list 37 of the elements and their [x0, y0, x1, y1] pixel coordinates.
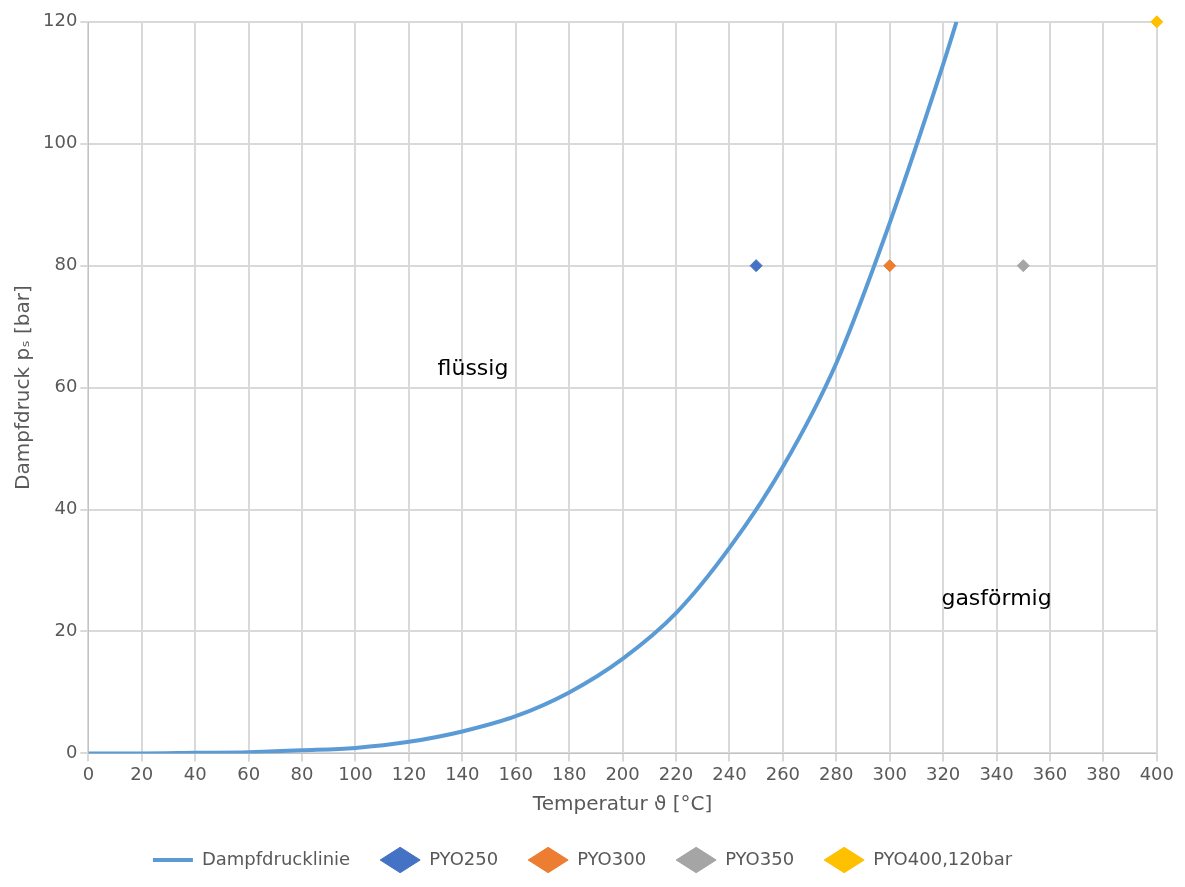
x-tick-label: 160	[498, 762, 533, 784]
legend-label: PYO250	[429, 847, 499, 869]
x-axis-title: Temperatur ϑ [°C]	[531, 791, 713, 816]
x-tick-label: 360	[1032, 762, 1068, 784]
x-tick-label: 260	[765, 762, 801, 784]
y-tick-label: 60	[54, 375, 78, 397]
legend-label: PYO400,120bar	[873, 847, 1013, 869]
x-tick-label: 100	[338, 762, 373, 784]
x-tick-label: 0	[82, 762, 95, 784]
legend-label: PYO300	[577, 847, 647, 869]
x-tick-label: 380	[1086, 762, 1121, 784]
y-tick-label: 40	[54, 497, 78, 519]
x-tick-label: 60	[237, 762, 261, 784]
x-tick-label: 280	[819, 762, 854, 784]
x-tick-label: 240	[712, 762, 747, 784]
y-axis-title: Dampfdruck pₛ [bar]	[10, 285, 35, 490]
y-tick-label: 120	[43, 9, 78, 31]
annotation: gasförmig	[941, 585, 1052, 611]
legend-label: PYO350	[725, 847, 795, 869]
x-tick-label: 220	[658, 762, 694, 784]
x-tick-label: 180	[551, 762, 587, 784]
y-tick-label: 100	[43, 131, 78, 153]
x-tick-label: 340	[979, 762, 1014, 784]
x-tick-label: 80	[290, 762, 314, 784]
x-tick-label: 140	[445, 762, 480, 784]
x-tick-label: 120	[391, 762, 427, 784]
y-tick-label: 20	[54, 619, 78, 641]
y-tick-label: 80	[54, 253, 78, 275]
legend-label: Dampfdrucklinie	[201, 847, 351, 869]
x-tick-label: 20	[130, 762, 154, 784]
x-tick-label: 300	[872, 762, 907, 784]
x-tick-label: 320	[925, 762, 961, 784]
annotation: flüssig	[437, 355, 509, 381]
y-tick-label: 0	[65, 741, 78, 763]
x-tick-label: 400	[1139, 762, 1174, 784]
x-tick-label: 40	[183, 762, 207, 784]
x-tick-label: 200	[605, 762, 640, 784]
